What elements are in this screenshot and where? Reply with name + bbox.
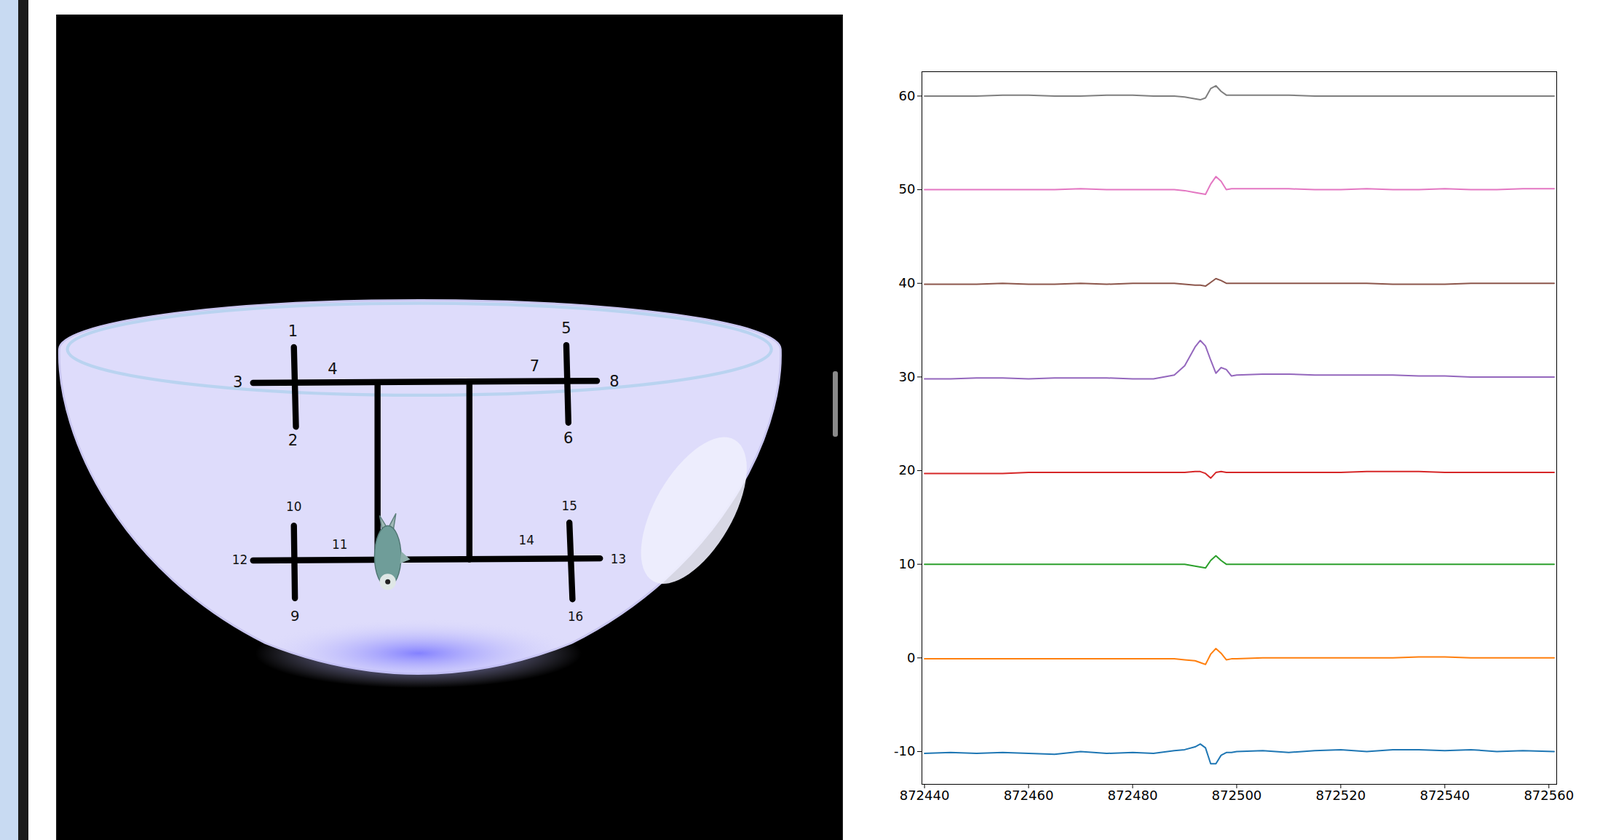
svg-text:16: 16 bbox=[567, 609, 584, 624]
svg-text:872440: 872440 bbox=[899, 787, 950, 803]
svg-text:1: 1 bbox=[288, 321, 298, 340]
svg-text:6: 6 bbox=[563, 428, 573, 447]
svg-text:5: 5 bbox=[561, 318, 571, 338]
svg-text:872460: 872460 bbox=[1003, 787, 1055, 803]
svg-text:10: 10 bbox=[286, 499, 302, 514]
svg-text:872540: 872540 bbox=[1419, 787, 1470, 803]
svg-text:15: 15 bbox=[561, 498, 578, 514]
svg-text:11: 11 bbox=[331, 537, 348, 552]
svg-text:872500: 872500 bbox=[1212, 787, 1263, 803]
svg-text:20: 20 bbox=[898, 462, 916, 478]
svg-text:2: 2 bbox=[288, 430, 298, 450]
svg-text:13: 13 bbox=[610, 551, 627, 567]
svg-text:12: 12 bbox=[232, 552, 248, 568]
svg-text:8: 8 bbox=[609, 371, 619, 391]
svg-text:4: 4 bbox=[327, 359, 338, 378]
svg-text:0: 0 bbox=[907, 650, 916, 666]
svg-text:14: 14 bbox=[519, 532, 535, 548]
svg-text:10: 10 bbox=[898, 556, 916, 572]
svg-text:7: 7 bbox=[529, 356, 540, 375]
svg-text:9: 9 bbox=[290, 607, 300, 625]
svg-text:872560: 872560 bbox=[1523, 787, 1574, 803]
svg-text:872520: 872520 bbox=[1316, 787, 1367, 803]
svg-text:60: 60 bbox=[898, 88, 916, 104]
svg-text:872480: 872480 bbox=[1107, 787, 1159, 803]
svg-text:40: 40 bbox=[898, 275, 916, 291]
svg-text:50: 50 bbox=[898, 181, 916, 197]
svg-text:30: 30 bbox=[898, 369, 916, 385]
svg-text:-10: -10 bbox=[893, 743, 916, 759]
svg-text:3: 3 bbox=[232, 372, 243, 391]
